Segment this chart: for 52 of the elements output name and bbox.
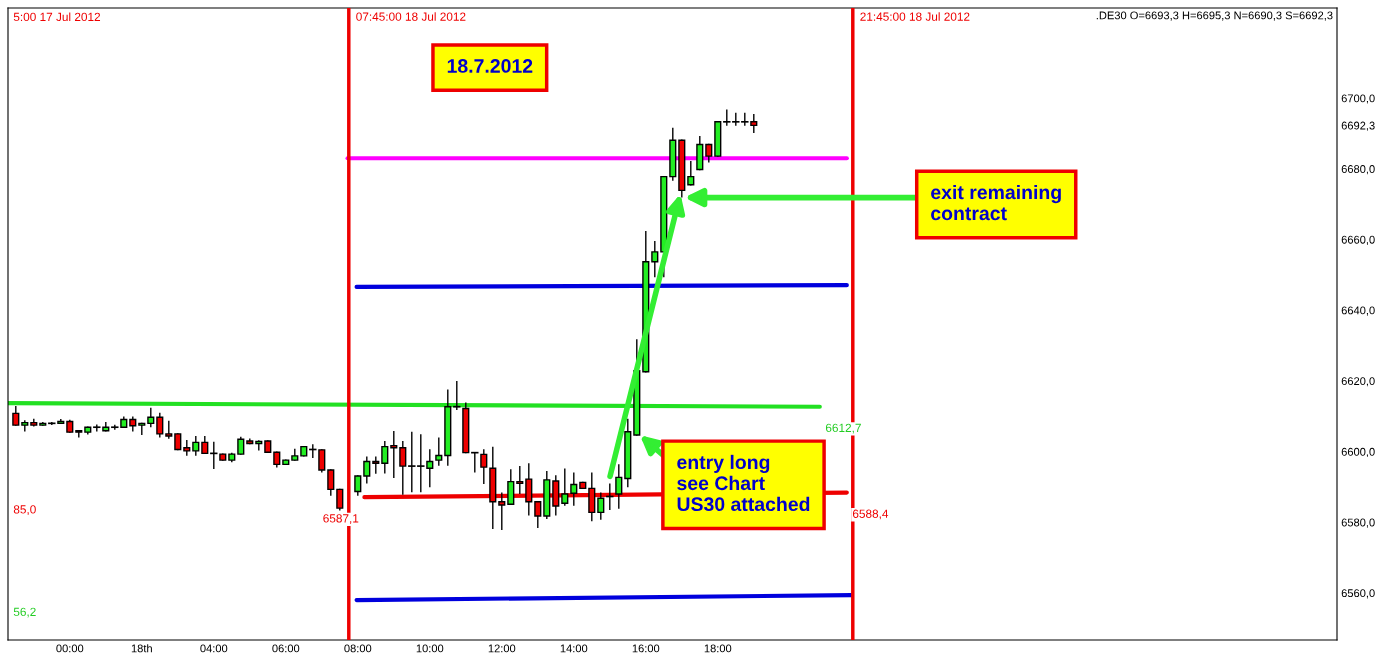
candlestick — [651, 240, 659, 278]
x-tick-label: 00:00 — [56, 644, 84, 653]
annotation: entry long see Chart US30 attached — [677, 454, 810, 512]
y-tick-label: 6660,0 — [1341, 235, 1375, 245]
candlestick — [687, 161, 695, 186]
candlestick — [156, 412, 164, 438]
candlestick — [12, 406, 20, 426]
y-tick-label: 6700,0 — [1341, 94, 1375, 104]
annotation: 5:00 17 Jul 2012 — [13, 12, 101, 22]
y-tick-label: 6560,0 — [1341, 589, 1375, 599]
annotation: 85,0 — [13, 505, 36, 515]
candlestick — [336, 488, 344, 511]
annotation: 6588,4 — [852, 509, 889, 520]
x-tick-label: 06:00 — [272, 644, 300, 653]
candlestick — [354, 475, 362, 496]
x-tick-label: 04:00 — [200, 644, 228, 653]
annotation: 6587,1 — [323, 514, 359, 524]
x-tick-label: 08:00 — [344, 644, 372, 653]
x-tick-label: 16:00 — [632, 644, 660, 653]
candlestick — [147, 407, 155, 428]
x-tick-label: 18:00 — [704, 644, 732, 653]
x-tick-label: 10:00 — [416, 644, 444, 653]
candlestick — [327, 469, 335, 496]
annotation: exit remaining contract — [931, 184, 1061, 221]
candlestick — [615, 464, 623, 509]
ref-line-label: 07:45:00 18 Jul 2012 — [356, 12, 466, 21]
annotation: 6612,7 — [825, 423, 861, 434]
annotation: 56,2 — [13, 607, 36, 618]
y-tick-label: 6580,0 — [1341, 518, 1375, 528]
candlestick — [561, 468, 569, 506]
candlestick — [192, 436, 200, 456]
y-tick-label: 6640,0 — [1341, 306, 1375, 316]
candlestick — [390, 431, 398, 479]
candlestick — [570, 472, 578, 506]
x-tick-label: 12:00 — [488, 644, 516, 653]
candlestick — [381, 441, 389, 474]
candlestick — [435, 437, 443, 466]
chart-title: .DE30 O=6693,3 H=6695,3 N=6690,3 S=6692,3 — [1096, 11, 1333, 21]
candlestick — [507, 469, 515, 505]
x-tick-label: 14:00 — [560, 644, 588, 653]
candlestick — [453, 380, 461, 410]
annotation: 18.7.2012 — [447, 59, 533, 73]
candlestick — [597, 492, 605, 520]
x-tick-label: 18th — [131, 644, 152, 653]
candlestick — [534, 501, 542, 528]
y-tick-label: 6600,0 — [1341, 447, 1375, 458]
y-tick-label: 6692,3 — [1341, 121, 1375, 131]
y-tick-label: 6680,0 — [1341, 165, 1375, 175]
y-tick-label: 6620,0 — [1341, 377, 1375, 387]
candlestick — [363, 456, 371, 484]
candlestick — [480, 449, 488, 485]
ref-line-label: 21:45:00 18 Jul 2012 — [860, 12, 970, 21]
